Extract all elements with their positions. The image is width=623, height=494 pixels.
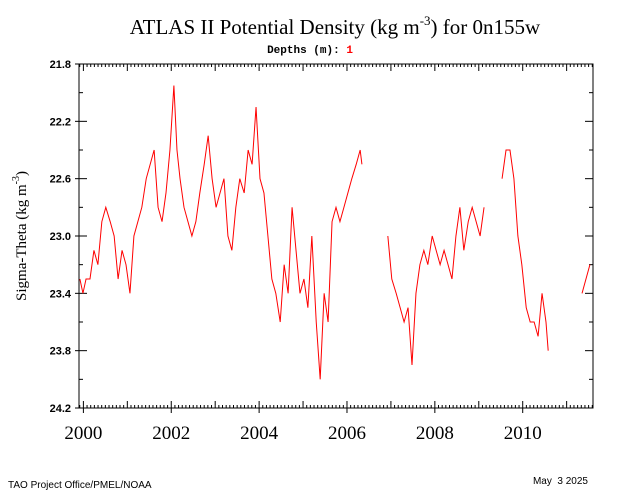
y-tick-label: 22.2: [50, 116, 71, 128]
y-tick-label: 21.8: [50, 59, 71, 71]
x-tick-label: 2006: [328, 423, 366, 444]
footer-right: May 3 2025: [533, 476, 588, 487]
footer-left: TAO Project Office/PMEL/NOAA: [8, 480, 152, 491]
y-tick-label: 23.8: [50, 346, 71, 358]
y-label-text: Sigma-Theta (kg m: [14, 184, 30, 301]
y-axis-label: Sigma-Theta (kg m-3): [11, 171, 30, 301]
y-tick-label: 22.6: [50, 174, 71, 186]
y-tick-label: 24.2: [50, 403, 71, 415]
title-superscript: -3: [420, 13, 431, 28]
y-tick-label: 23.4: [50, 288, 72, 300]
y-label-text: ): [14, 171, 30, 176]
x-tick-label: 2010: [504, 423, 542, 444]
y-label-superscript: -3: [11, 176, 22, 184]
x-tick-label: 2004: [240, 423, 279, 444]
chart-title: ATLAS II Potential Density (kg m-3) for …: [130, 13, 541, 39]
data-line: [79, 85, 591, 380]
title-text: ) for 0n155w: [431, 15, 541, 39]
y-tick-label: 23.0: [50, 231, 71, 243]
depth-value: 1: [346, 45, 353, 57]
x-tick-label: 2008: [416, 423, 454, 444]
title-text: ATLAS II Potential Density (kg m: [130, 15, 420, 39]
plot-frame: [78, 63, 594, 409]
x-tick-label: 2002: [152, 423, 190, 444]
x-tick-label: 2000: [64, 423, 102, 444]
subtitle-label: Depths (m):: [267, 45, 340, 57]
subtitle: Depths (m): 1: [267, 45, 353, 57]
